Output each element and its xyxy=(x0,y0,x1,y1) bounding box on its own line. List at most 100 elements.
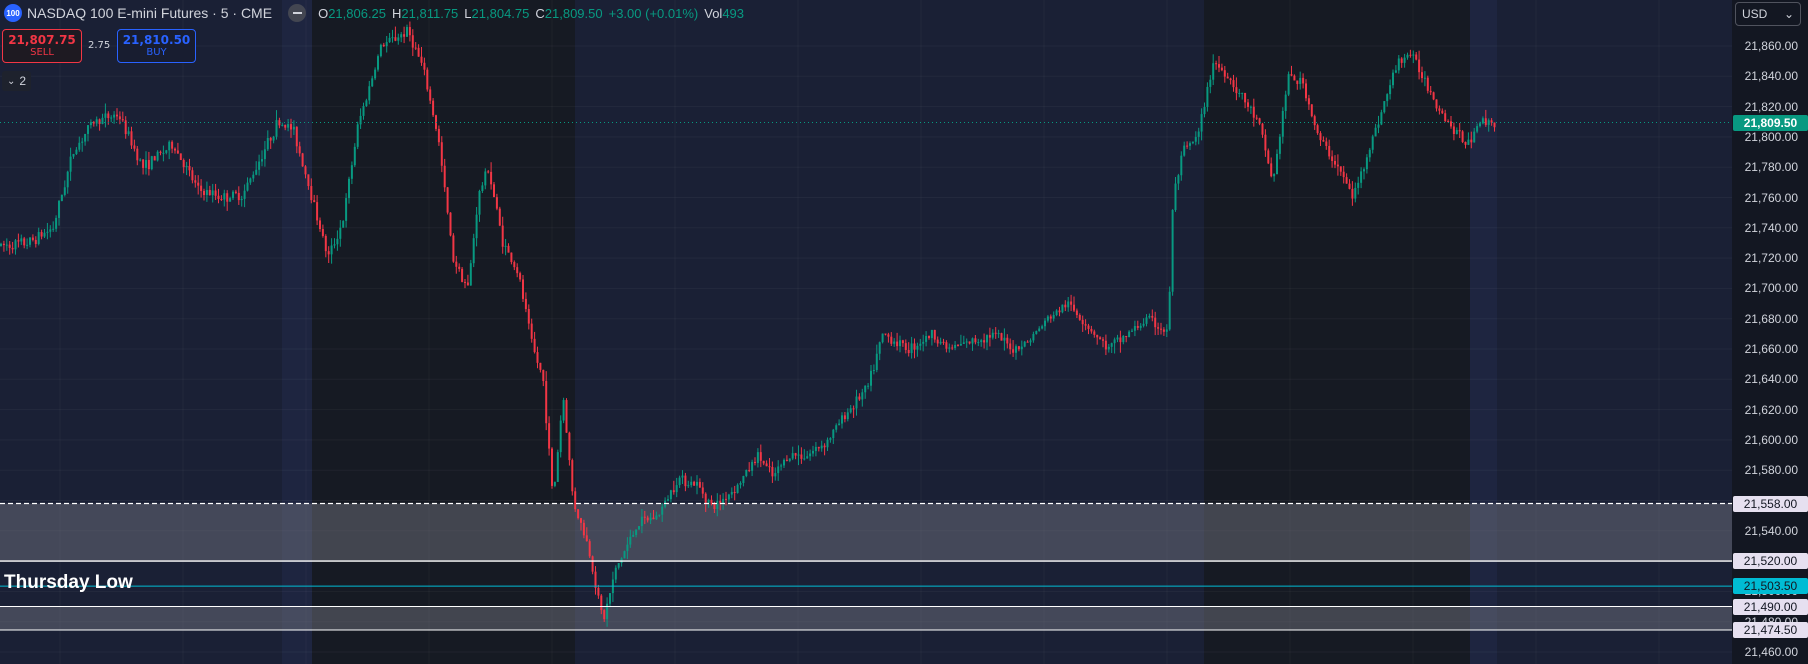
candle-body xyxy=(1406,54,1409,58)
candle-body xyxy=(1113,339,1116,344)
candle xyxy=(52,221,55,232)
candle xyxy=(275,110,278,140)
candle-body xyxy=(116,114,118,117)
candle xyxy=(1450,115,1452,129)
candle-body xyxy=(1174,183,1177,210)
high-value: 21,811.75 xyxy=(401,5,459,21)
candle xyxy=(1226,72,1229,79)
candle-body xyxy=(243,190,246,199)
candle xyxy=(693,480,696,486)
candle-body xyxy=(220,198,223,200)
candle-body xyxy=(872,369,875,371)
candle-body xyxy=(933,329,936,340)
candle-body xyxy=(1029,340,1032,343)
candle xyxy=(14,238,17,255)
candle xyxy=(1102,337,1104,348)
price-zone xyxy=(0,606,1732,631)
candle xyxy=(548,416,551,456)
candle-body xyxy=(1116,337,1119,340)
axis-price-label[interactable]: 21,809.50 xyxy=(1733,114,1808,131)
candle xyxy=(426,67,429,92)
candle xyxy=(1403,53,1406,68)
candle xyxy=(1119,330,1122,353)
candle-body xyxy=(522,279,524,299)
candle xyxy=(1360,167,1363,189)
chart-area[interactable]: 100 NASDAQ 100 E-mini Futures · 5 · CME … xyxy=(0,0,1732,664)
price-axis[interactable]: USD ⌄ 21,860.00 21,840.00 21,820.00 21,800.… xyxy=(1732,0,1808,664)
candle-body xyxy=(1261,123,1264,135)
candle-body xyxy=(684,475,687,487)
candle xyxy=(348,176,350,204)
candle-body xyxy=(414,47,417,49)
axis-price-label[interactable]: 21,474.50 xyxy=(1733,622,1808,639)
candle-body xyxy=(1218,64,1220,68)
candle xyxy=(461,266,464,283)
axis-price-label[interactable]: 21,503.50 xyxy=(1733,578,1808,595)
candle-body xyxy=(577,509,580,519)
thursday-low-annotation[interactable]: Thursday Low xyxy=(4,572,133,593)
currency-select[interactable]: USD ⌄ xyxy=(1735,2,1801,26)
hide-legend-button[interactable] xyxy=(288,4,307,22)
candle-body xyxy=(1287,74,1290,95)
candle-body xyxy=(321,229,324,236)
candle-body xyxy=(580,518,582,523)
candle xyxy=(539,362,542,373)
candle-body xyxy=(962,342,965,344)
candle-body xyxy=(788,458,791,461)
candle xyxy=(255,161,258,176)
candle xyxy=(487,169,490,174)
candle-body xyxy=(817,446,820,449)
axis-price-label[interactable]: 21,558.00 xyxy=(1733,495,1808,512)
candle-body xyxy=(1429,90,1432,93)
candle-body xyxy=(1258,118,1261,124)
candle xyxy=(771,461,774,483)
candle xyxy=(26,238,29,250)
candle xyxy=(864,385,867,399)
candle xyxy=(1096,334,1099,345)
candle-body xyxy=(959,343,962,346)
candle-body xyxy=(426,69,429,90)
candle xyxy=(997,329,1000,338)
candle xyxy=(971,337,974,351)
candle-body xyxy=(846,412,849,420)
axis-price-label[interactable]: 21,520.00 xyxy=(1733,553,1808,570)
candle xyxy=(127,126,130,136)
candle xyxy=(1000,332,1003,341)
indicators-collapse-button[interactable]: ⌄ 2 xyxy=(2,71,32,91)
chart-canvas[interactable] xyxy=(0,0,1732,664)
candle xyxy=(316,195,319,226)
candle-body xyxy=(1322,140,1325,142)
candle xyxy=(536,346,539,369)
axis-price-label[interactable]: 21,490.00 xyxy=(1733,598,1808,615)
sell-button[interactable]: 21,807.75 SELL xyxy=(2,29,82,63)
candle xyxy=(145,151,147,175)
symbol-title[interactable]: NASDAQ 100 E-mini Futures · 5 · CME xyxy=(27,5,273,21)
buy-button[interactable]: 21,810.50 BUY xyxy=(117,29,196,63)
candle xyxy=(124,116,127,139)
candle xyxy=(1067,297,1070,312)
candle-body xyxy=(168,141,171,151)
candle xyxy=(174,147,176,154)
candle-body xyxy=(690,481,693,486)
candle xyxy=(829,437,832,443)
candle-body xyxy=(1183,145,1186,156)
candle xyxy=(493,182,495,198)
candle-body xyxy=(965,341,968,343)
candle xyxy=(1235,77,1238,101)
candle xyxy=(246,177,249,192)
candle xyxy=(200,179,203,198)
candle-body xyxy=(1209,79,1212,87)
candle xyxy=(632,531,635,538)
candle xyxy=(655,511,658,520)
open-value: 21,806.25 xyxy=(328,5,387,21)
candle-body xyxy=(1084,324,1087,326)
candle-body xyxy=(1281,110,1284,137)
candle xyxy=(730,487,733,499)
candle-body xyxy=(1226,76,1229,79)
candle-body xyxy=(1444,113,1447,122)
candle-body xyxy=(252,174,255,179)
candle xyxy=(959,334,962,346)
candle xyxy=(870,365,872,392)
symbol-logo-icon[interactable]: 100 xyxy=(4,4,22,22)
candle xyxy=(1331,150,1334,168)
